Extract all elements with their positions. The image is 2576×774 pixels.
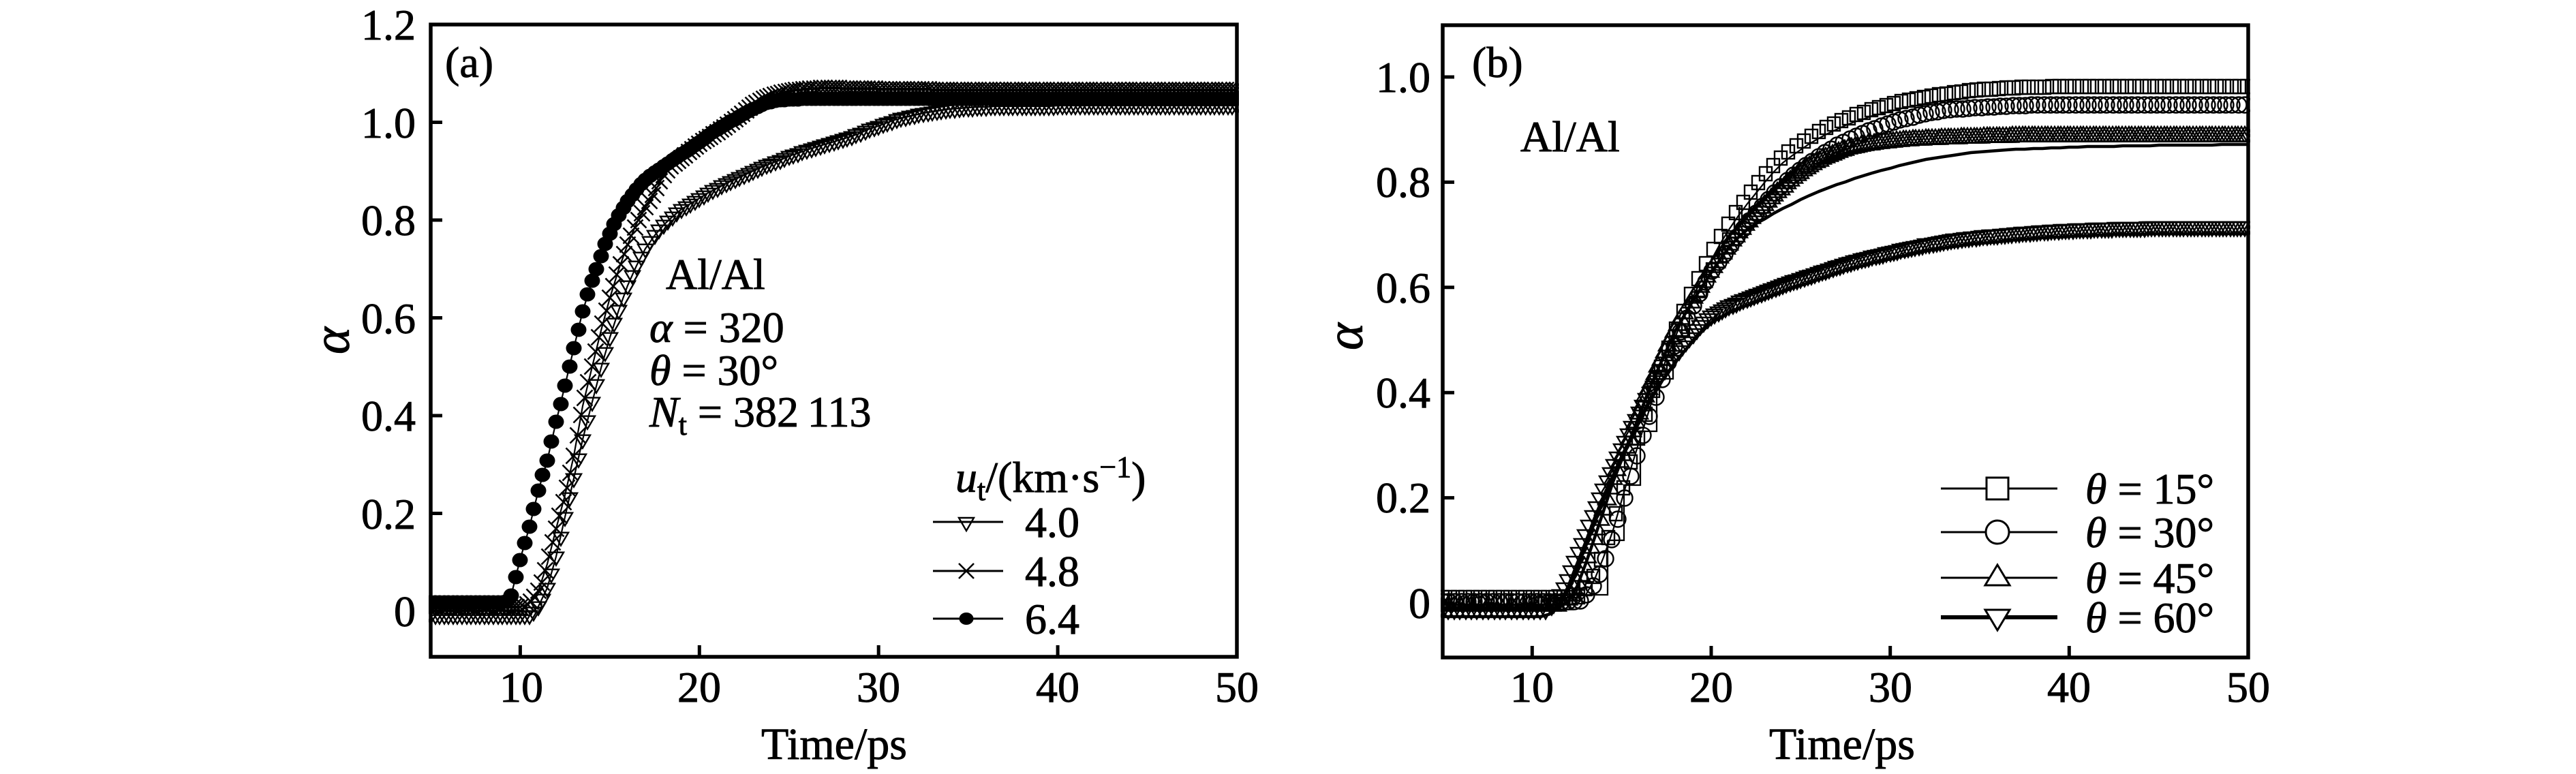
svg-text:4.0: 4.0 xyxy=(1025,498,1079,546)
svg-text:(a): (a) xyxy=(445,38,493,87)
svg-text:0.2: 0.2 xyxy=(361,490,416,538)
svg-text:α: α xyxy=(1317,322,1374,350)
svg-text:θ = 30°: θ = 30° xyxy=(2085,508,2214,557)
svg-text:(b): (b) xyxy=(1472,38,1523,87)
svg-text:10: 10 xyxy=(500,663,543,711)
svg-text:30: 30 xyxy=(1869,663,1912,711)
svg-text:θ = 60°: θ = 60° xyxy=(2085,593,2214,642)
svg-text:10: 10 xyxy=(1510,663,1554,711)
svg-text:1.0: 1.0 xyxy=(1376,53,1430,102)
svg-text:Nt = 382 113: Nt = 382 113 xyxy=(649,388,871,442)
svg-text:30: 30 xyxy=(857,663,900,711)
svg-text:0.2: 0.2 xyxy=(1376,474,1430,522)
svg-text:0.6: 0.6 xyxy=(361,294,416,343)
svg-text:Al/Al: Al/Al xyxy=(1520,112,1620,161)
svg-text:40: 40 xyxy=(2047,663,2091,711)
svg-text:θ = 30°: θ = 30° xyxy=(649,346,778,394)
svg-text:20: 20 xyxy=(1689,663,1733,711)
svg-text:0.6: 0.6 xyxy=(1376,264,1430,312)
svg-text:20: 20 xyxy=(677,663,721,711)
svg-text:θ = 45°: θ = 45° xyxy=(2085,554,2214,602)
svg-text:α = 320: α = 320 xyxy=(649,303,784,352)
svg-text:40: 40 xyxy=(1036,663,1079,711)
svg-text:50: 50 xyxy=(2226,663,2270,711)
svg-text:1.2: 1.2 xyxy=(361,1,416,49)
svg-text:α: α xyxy=(303,326,361,354)
svg-text:6.4: 6.4 xyxy=(1025,595,1079,643)
svg-text:Time/ps: Time/ps xyxy=(1769,719,1915,769)
svg-text:ut/(km·s−1): ut/(km·s−1) xyxy=(955,450,1146,507)
svg-text:Time/ps: Time/ps xyxy=(761,719,907,769)
svg-text:0.4: 0.4 xyxy=(1376,369,1430,417)
svg-text:50: 50 xyxy=(1215,663,1259,711)
svg-text:0: 0 xyxy=(1409,579,1430,628)
svg-text:0.4: 0.4 xyxy=(361,392,416,440)
svg-text:0.8: 0.8 xyxy=(361,196,416,245)
svg-text:4.8: 4.8 xyxy=(1025,547,1079,595)
svg-text:0: 0 xyxy=(394,587,416,636)
svg-text:Al/Al: Al/Al xyxy=(666,250,765,298)
svg-text:1.0: 1.0 xyxy=(361,99,416,147)
svg-text:0.8: 0.8 xyxy=(1376,158,1430,206)
svg-text:θ = 15°: θ = 15° xyxy=(2085,465,2214,513)
